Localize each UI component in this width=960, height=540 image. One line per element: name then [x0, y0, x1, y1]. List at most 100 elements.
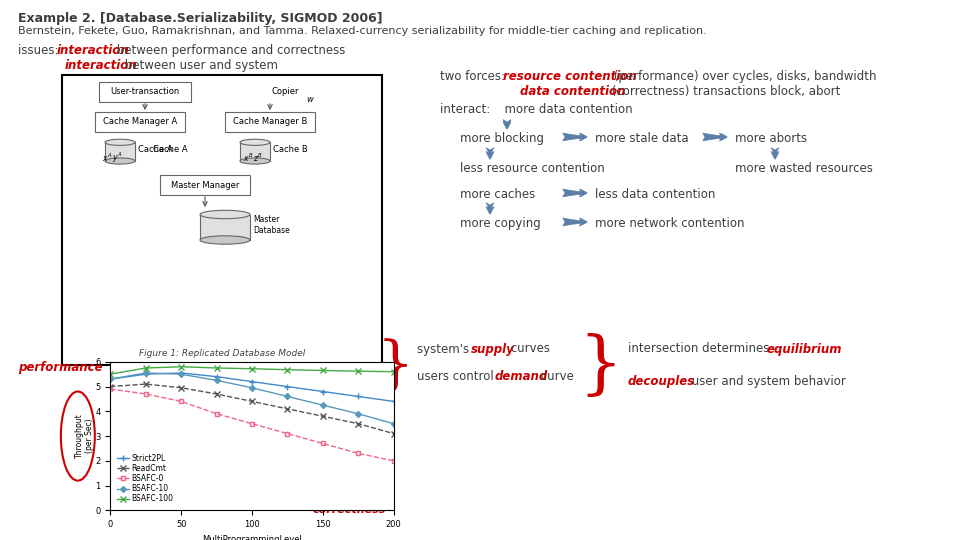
Text: correctness: correctness	[313, 505, 386, 515]
Text: performance: performance	[18, 361, 103, 374]
BSAFC-100	[352, 368, 364, 374]
Text: system's: system's	[417, 342, 473, 355]
Strict2PL	[352, 393, 364, 400]
Text: w: w	[306, 96, 313, 105]
Text: Cache B: Cache B	[273, 145, 308, 154]
Text: Master Manager: Master Manager	[171, 180, 239, 190]
Text: (performance) over cycles, disks, bandwidth: (performance) over cycles, disks, bandwi…	[610, 70, 876, 83]
Line: ReadCmt: ReadCmt	[108, 381, 396, 436]
Text: less resource contention: less resource contention	[460, 162, 605, 175]
BSAFC-100	[211, 364, 223, 371]
ReadCmt	[388, 430, 399, 437]
Text: data contention: data contention	[520, 85, 626, 98]
Text: more wasted resources: more wasted resources	[735, 162, 873, 175]
Text: more copying: more copying	[460, 217, 540, 230]
Text: intersection determines: intersection determines	[628, 342, 773, 355]
ReadCmt	[105, 383, 116, 390]
Text: Cache Manager B: Cache Manager B	[233, 118, 307, 126]
BSAFC-10	[317, 402, 328, 408]
Text: $z^B$: $z^B$	[253, 152, 263, 164]
BSAFC-0	[140, 391, 152, 397]
BSAFC-100	[317, 367, 328, 374]
BSAFC-0	[105, 386, 116, 392]
Text: Example 2. [Database.Serializability, SIGMOD 2006]: Example 2. [Database.Serializability, SI…	[18, 12, 383, 25]
Text: interact:: interact:	[440, 103, 494, 116]
Text: interaction: interaction	[57, 44, 130, 57]
Line: BSAFC-100: BSAFC-100	[108, 364, 396, 377]
Text: equilibrium: equilibrium	[767, 342, 843, 355]
BSAFC-10	[388, 421, 399, 427]
Strict2PL	[176, 370, 187, 376]
BSAFC-10	[176, 371, 187, 377]
Text: decouples: decouples	[628, 375, 695, 388]
Ellipse shape	[200, 210, 250, 219]
Line: BSAFC-10: BSAFC-10	[108, 371, 396, 426]
Strict2PL	[246, 379, 257, 385]
Text: more blocking: more blocking	[460, 132, 544, 145]
BSAFC-100	[140, 364, 152, 371]
ReadCmt	[211, 391, 223, 397]
BSAFC-10	[211, 377, 223, 383]
Line: Strict2PL: Strict2PL	[108, 370, 396, 404]
Text: Master
Database: Master Database	[253, 215, 290, 235]
FancyBboxPatch shape	[225, 112, 315, 132]
BSAFC-10	[352, 410, 364, 417]
Text: less data contention: less data contention	[595, 188, 715, 201]
Text: }: }	[578, 334, 622, 400]
Text: User-transaction: User-transaction	[110, 87, 180, 97]
Text: interaction: interaction	[65, 59, 137, 72]
Text: between performance and correctness: between performance and correctness	[113, 44, 346, 57]
ReadCmt	[176, 384, 187, 391]
Text: supply: supply	[471, 342, 515, 355]
Text: user and system behavior: user and system behavior	[688, 375, 846, 388]
X-axis label: MultiProgrammingLevel: MultiProgrammingLevel	[202, 535, 302, 540]
Legend: Strict2PL, ReadCmt, BSAFC-0, BSAFC-10, BSAFC-100: Strict2PL, ReadCmt, BSAFC-0, BSAFC-10, B…	[114, 451, 176, 507]
Text: Cache Manager A: Cache Manager A	[103, 118, 178, 126]
Text: users control: users control	[417, 370, 497, 383]
Text: more stale data: more stale data	[595, 132, 688, 145]
Ellipse shape	[105, 139, 135, 145]
BSAFC-0	[176, 398, 187, 404]
FancyBboxPatch shape	[62, 75, 382, 365]
Text: $x^A$: $x^A$	[102, 152, 112, 164]
Strict2PL	[211, 374, 223, 380]
BSAFC-0	[388, 457, 399, 464]
BSAFC-100	[105, 371, 116, 377]
Text: Bernstein, Fekete, Guo, Ramakrishnan, and Tamma. Relaxed-currency serializabilit: Bernstein, Fekete, Guo, Ramakrishnan, an…	[18, 26, 707, 36]
Text: more caches: more caches	[460, 188, 536, 201]
Text: Figure 1: Replicated Database Model: Figure 1: Replicated Database Model	[139, 349, 305, 358]
BSAFC-0	[246, 421, 257, 427]
BSAFC-10	[140, 370, 152, 376]
BSAFC-100	[281, 367, 293, 373]
BSAFC-10	[246, 384, 257, 391]
FancyBboxPatch shape	[99, 82, 191, 102]
Text: more network contention: more network contention	[595, 217, 745, 230]
BSAFC-0	[211, 410, 223, 417]
FancyBboxPatch shape	[95, 112, 185, 132]
Line: BSAFC-0: BSAFC-0	[108, 387, 396, 463]
BSAFC-100	[388, 368, 399, 375]
Ellipse shape	[105, 158, 135, 164]
Text: Cache A: Cache A	[153, 145, 187, 154]
Text: more aborts: more aborts	[735, 132, 807, 145]
FancyBboxPatch shape	[160, 175, 250, 195]
FancyBboxPatch shape	[240, 143, 270, 161]
Strict2PL	[317, 388, 328, 395]
Text: curves: curves	[507, 342, 550, 355]
Text: (correctness) transactions block, abort: (correctness) transactions block, abort	[608, 85, 840, 98]
Text: issues:: issues:	[18, 44, 62, 57]
Text: $x^B$: $x^B$	[243, 152, 253, 164]
Y-axis label: Throughput
(per Sec): Throughput (per Sec)	[75, 414, 94, 458]
Strict2PL	[105, 376, 116, 382]
BSAFC-100	[176, 363, 187, 370]
Text: Copier: Copier	[272, 87, 299, 97]
Strict2PL	[388, 398, 399, 404]
BSAFC-0	[352, 450, 364, 457]
Strict2PL	[281, 383, 293, 390]
Strict2PL	[140, 371, 152, 377]
ReadCmt	[317, 413, 328, 420]
ReadCmt	[352, 421, 364, 427]
Ellipse shape	[240, 158, 270, 164]
BSAFC-0	[281, 430, 293, 437]
Text: curve: curve	[537, 370, 574, 383]
